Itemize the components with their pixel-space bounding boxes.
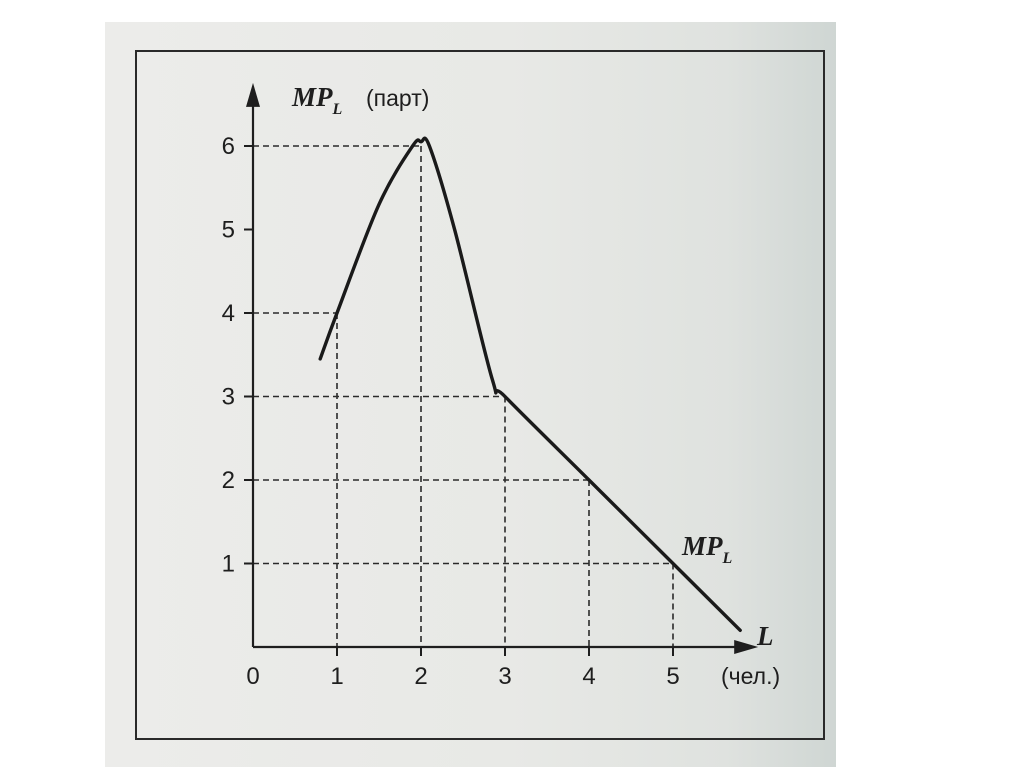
- series-label-symbol: MP: [681, 531, 723, 561]
- axis-ticks: 1 2 3 4 5 6 0 1 2 3 4 5: [222, 133, 680, 690]
- figure-frame: [135, 50, 825, 740]
- x-tick-label: 2: [414, 663, 427, 690]
- guide-lines: [253, 145, 674, 647]
- y-tick-label: 2: [222, 467, 235, 494]
- y-tick-label: 4: [222, 300, 235, 327]
- scanned-page: [105, 22, 836, 767]
- series-label: MPL: [681, 531, 733, 567]
- y-tick-label: 5: [222, 217, 235, 244]
- x-tick-label: 0: [246, 663, 259, 690]
- x-tick-label: 3: [498, 663, 511, 690]
- x-tick-label: 1: [330, 663, 343, 690]
- x-tick-label: 5: [666, 663, 679, 690]
- mpl-curve: [318, 136, 742, 632]
- data-points: [320, 142, 740, 631]
- x-axis-unit: (чел.): [721, 663, 780, 689]
- series-label-subscript: L: [722, 550, 733, 567]
- y-tick-label: 1: [222, 551, 235, 578]
- y-axis-arrow: [246, 82, 260, 107]
- x-axis-symbol: L: [756, 621, 774, 651]
- x-tick-label: 4: [582, 663, 595, 690]
- y-tick-label: 3: [222, 384, 235, 411]
- x-axis-arrow: [734, 640, 759, 654]
- y-axis-subscript: L: [332, 101, 343, 118]
- y-tick-label: 6: [222, 133, 235, 160]
- y-axis-title: MPL: [291, 82, 343, 118]
- y-axis-symbol: MP: [291, 82, 333, 112]
- y-axis-unit: (парт): [366, 85, 429, 111]
